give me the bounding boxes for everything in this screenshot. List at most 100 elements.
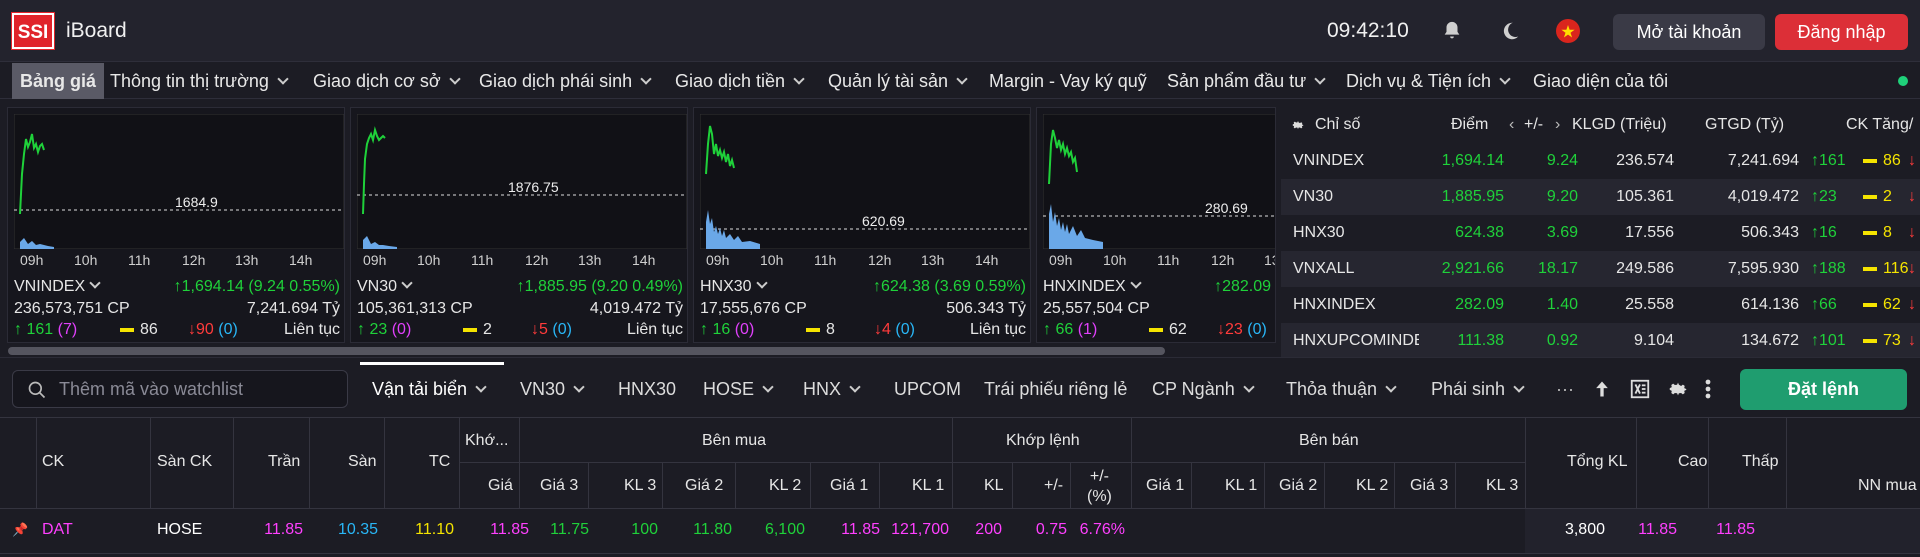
place-order-button[interactable]: Đặt lệnh	[1740, 369, 1907, 410]
col-ban-kl1[interactable]: KL 1	[1225, 477, 1258, 494]
index-row[interactable]: HNXINDEX 282.09 1.40 25.558 614.136 ↑ 66…	[1281, 287, 1920, 323]
cell-san-ck: HOSE	[157, 521, 203, 538]
nav-item-margin[interactable]: Margin - Vay ký quỹ	[989, 63, 1147, 99]
col-mua-kl3[interactable]: KL 3	[624, 477, 657, 494]
tab-trai-phieu-rieng-le[interactable]: Trái phiếu riêng lẻ	[984, 365, 1127, 413]
nav-item-giao-dich-tien[interactable]: Giao dịch tiền	[675, 63, 805, 99]
col-kl[interactable]: KL	[984, 477, 1004, 494]
col-pct[interactable]: +/- (%)	[1087, 468, 1112, 505]
cell-mua-gia3[interactable]: 11.75	[550, 521, 589, 538]
nav-label: Thông tin thị trường	[110, 71, 269, 91]
nav-item-thong-tin-thi-truong[interactable]: Thông tin thị trường	[110, 63, 289, 99]
nav-item-san-pham-dau-tu[interactable]: Sản phẩm đầu tư	[1167, 63, 1326, 99]
excel-export-icon[interactable]	[1629, 378, 1651, 405]
login-button[interactable]: Đăng nhập	[1775, 14, 1908, 50]
cell-mua-kl3: 100	[631, 521, 658, 538]
index-row[interactable]: VN30 1,885.95 9.20 105.361 4,019.472 ↑ 2…	[1281, 179, 1920, 215]
col-ban-gia1[interactable]: Giá 1	[1146, 477, 1185, 494]
cell-mua-kl1: 121,700	[891, 521, 949, 538]
col-prev-arrow[interactable]: ‹	[1509, 116, 1515, 133]
col-ck-tang[interactable]: CK Tăng/	[1846, 116, 1914, 133]
more-tabs-button[interactable]: ···	[1556, 379, 1574, 399]
col-mua-kl1[interactable]: KL 1	[912, 477, 945, 494]
open-account-button[interactable]: Mở tài khoản	[1613, 14, 1765, 50]
col-ban-gia2[interactable]: Giá 2	[1279, 477, 1318, 494]
col-pm[interactable]: +/-	[1044, 477, 1064, 494]
tab-upcom[interactable]: UPCOM	[894, 365, 961, 413]
index-card-hnxindex[interactable]: 280.69 09h 10h 11h 12h 13h HNXINDEX ↑282.09 2…	[1036, 107, 1276, 343]
vietnam-flag-icon[interactable]	[1555, 18, 1581, 44]
col-ban-gia3[interactable]: Giá 3	[1410, 477, 1449, 494]
index-card-vn30[interactable]: 1876.75 09h 10h 11h 12h 13h 14h VN30 ↑1,885.95…	[350, 107, 688, 343]
col-diem[interactable]: Điểm	[1451, 116, 1489, 133]
tab-cp-nganh[interactable]: CP Ngành	[1152, 365, 1255, 413]
col-ban-kl3[interactable]: KL 3	[1486, 477, 1519, 494]
index-row[interactable]: VNXALL 2,921.66 18.17 249.586 7,595.930 …	[1281, 251, 1920, 287]
tab-hose[interactable]: HOSE	[703, 365, 774, 413]
cards-scrollbar-thumb[interactable]	[8, 347, 1165, 355]
watchlist-search[interactable]	[12, 370, 348, 408]
col-mua-gia2[interactable]: Giá 2	[685, 477, 724, 494]
cell-mua-gia1[interactable]: 11.85	[841, 521, 880, 538]
gear-icon[interactable]	[1291, 118, 1305, 135]
index-gtgd: 614.136	[1741, 296, 1799, 313]
nav-item-dich-vu-tien-ich[interactable]: Dịch vụ & Tiện ích	[1346, 63, 1511, 99]
index-card-hnx30[interactable]: 620.69 09h 10h 11h 12h 13h 14h HNX30 ↑624.38 (…	[693, 107, 1031, 343]
nav-item-giao-dien-cua-toi[interactable]: Giao diện của tôi	[1533, 63, 1668, 99]
col-change[interactable]: +/-	[1524, 116, 1544, 133]
tab-phai-sinh[interactable]: Phái sinh	[1431, 365, 1525, 413]
col-tc[interactable]: TC	[429, 453, 451, 470]
chevron-down-icon[interactable]	[89, 277, 101, 289]
nav-item-quan-ly-tai-san[interactable]: Quản lý tài sản	[828, 63, 968, 99]
ssi-logo[interactable]: SSI	[11, 12, 55, 50]
pin-icon[interactable]: 📌	[12, 522, 29, 537]
col-thap[interactable]: Thấp	[1742, 453, 1779, 470]
bell-icon[interactable]	[1439, 18, 1465, 44]
col-nn-mua[interactable]: NN mua	[1858, 477, 1917, 494]
cell-mua-gia2[interactable]: 11.80	[693, 521, 732, 538]
arrow-up-icon[interactable]	[1592, 379, 1612, 404]
col-tong-kl[interactable]: Tổng KL	[1567, 453, 1628, 470]
tab-vn30[interactable]: VN30	[520, 365, 585, 413]
col-mua-gia1[interactable]: Giá 1	[830, 477, 869, 494]
col-san[interactable]: Sàn	[348, 453, 377, 470]
col-gtgd[interactable]: GTGD (Tỷ)	[1705, 116, 1785, 133]
col-next-arrow[interactable]: ›	[1555, 116, 1561, 133]
tab-hnx30[interactable]: HNX30	[618, 365, 676, 413]
tab-van-tai-bien[interactable]: Vận tải biển	[372, 365, 487, 413]
col-cao[interactable]: Cao	[1678, 453, 1708, 470]
col-klgd[interactable]: KLGD (Triệu)	[1572, 116, 1667, 133]
col-mua-gia3[interactable]: Giá 3	[540, 477, 579, 494]
nav-item-giao-dich-phai-sinh[interactable]: Giao dịch phái sinh	[479, 63, 652, 99]
index-name: VNINDEX	[1293, 152, 1365, 169]
tab-thoa-thuan[interactable]: Thỏa thuận	[1286, 365, 1397, 413]
col-gia[interactable]: Giá	[488, 477, 513, 494]
cell-san: 10.35	[337, 521, 378, 538]
nav-item-bang-gia[interactable]: Bảng giá	[12, 63, 105, 99]
tick-label: 10h	[74, 252, 98, 268]
session-status: Liên tục	[626, 321, 683, 338]
col-san-ck[interactable]: Sàn CK	[157, 453, 213, 470]
search-input[interactable]	[59, 371, 339, 407]
index-row[interactable]: VNINDEX 1,694.14 9.24 236.574 7,241.694 …	[1281, 143, 1920, 179]
index-row[interactable]: HNX30 624.38 3.69 17.556 506.343 ↑ 16 8 …	[1281, 215, 1920, 251]
index-card-vnindex[interactable]: 1684.9 09h 10h 11h 12h 13h 14h VNINDEX ↑1,694.…	[7, 107, 345, 343]
chevron-down-icon[interactable]	[755, 277, 768, 289]
cell-ck[interactable]: DAT	[42, 521, 73, 538]
col-tran[interactable]: Trần	[268, 453, 301, 470]
nav-item-giao-dich-co-so[interactable]: Giao dịch cơ sở	[313, 63, 461, 99]
kebab-menu-icon[interactable]	[1704, 378, 1712, 405]
moon-icon[interactable]	[1497, 18, 1523, 44]
chevron-down-icon[interactable]	[1130, 277, 1142, 289]
settings-gear-icon[interactable]	[1667, 378, 1689, 405]
col-chi-so[interactable]: Chỉ số	[1315, 116, 1361, 133]
col-ban-kl2[interactable]: KL 2	[1356, 477, 1389, 494]
index-klgd: 249.586	[1616, 260, 1674, 277]
index-row[interactable]: HNXUPCOMINDE 111.38 0.92 9.104 134.672 ↑…	[1281, 323, 1920, 359]
col-ck[interactable]: CK	[42, 453, 65, 470]
col-khop-short[interactable]: Khớ...	[465, 432, 509, 449]
chevron-down-icon[interactable]	[401, 277, 413, 289]
tab-hnx[interactable]: HNX	[803, 365, 861, 413]
col-mua-kl2[interactable]: KL 2	[769, 477, 802, 494]
index-gtgd: 7,595.930	[1727, 260, 1799, 277]
